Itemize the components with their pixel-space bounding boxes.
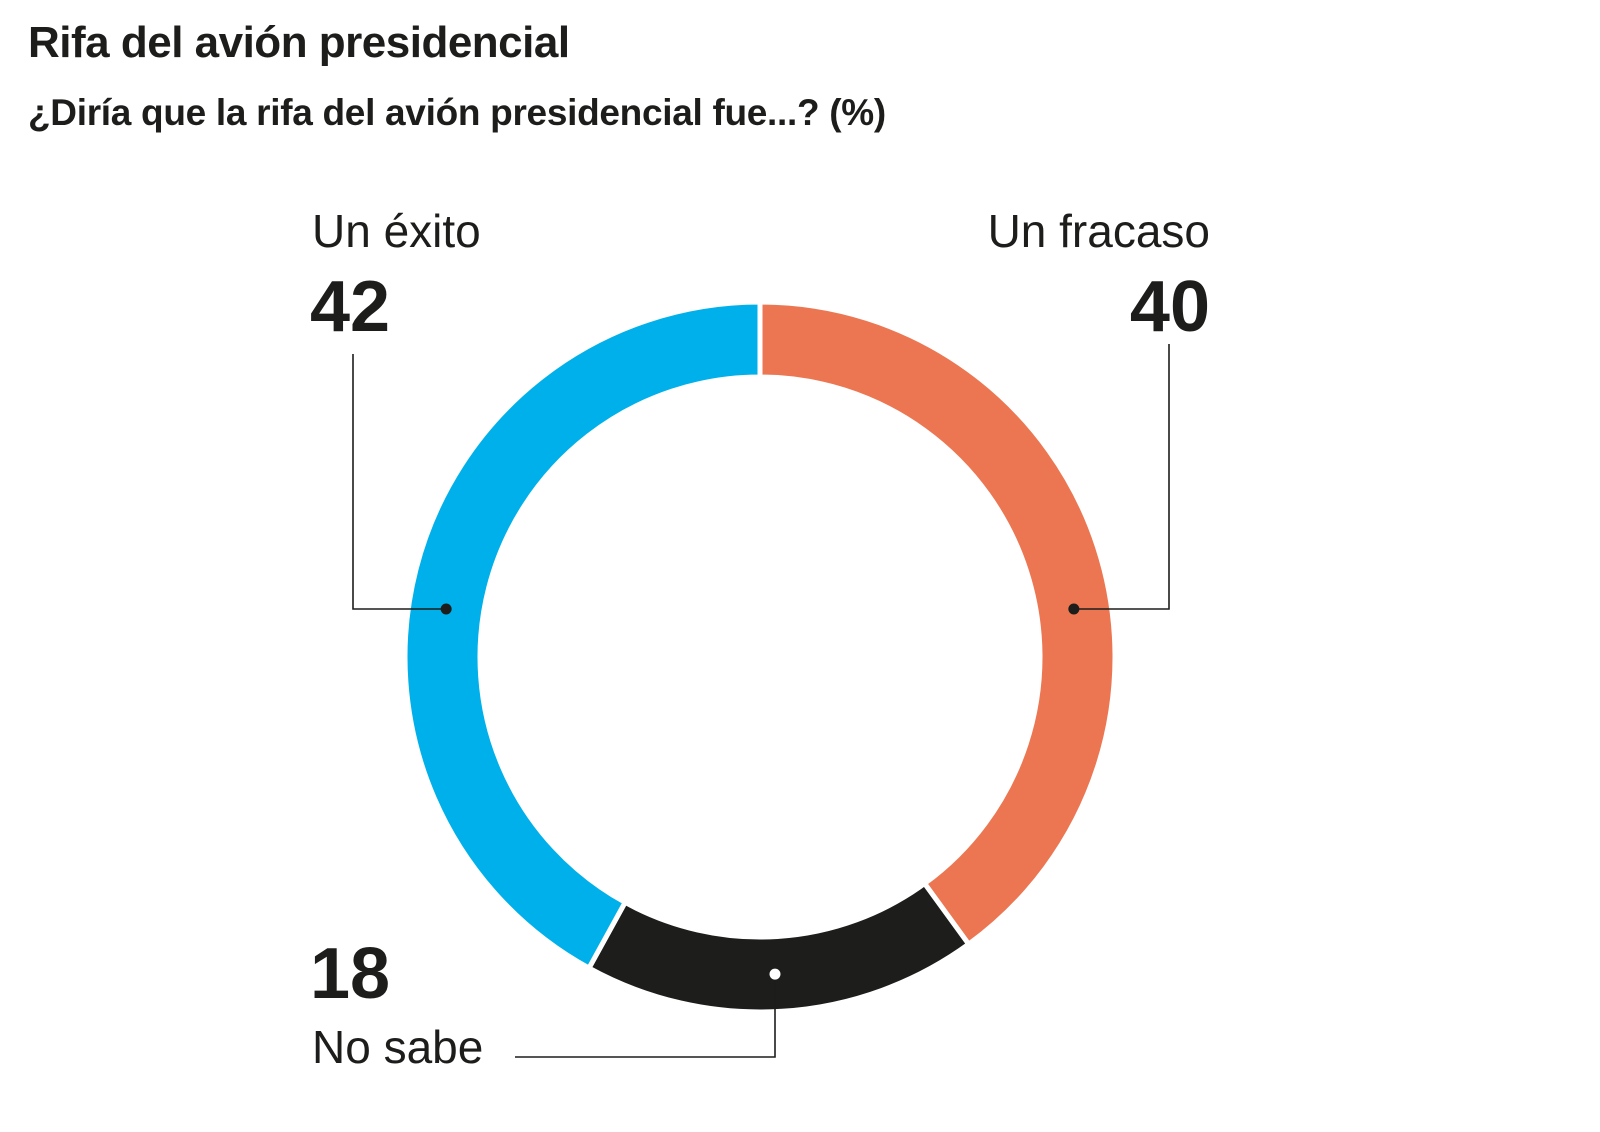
leader-line-fracaso bbox=[1073, 344, 1170, 610]
label-category-fracaso: Un fracaso bbox=[988, 205, 1210, 257]
label-value-fracaso: 40 bbox=[1130, 267, 1210, 347]
label-category-nosabe: No sabe bbox=[312, 1021, 483, 1073]
leader-dot-fracaso bbox=[1068, 603, 1080, 615]
label-value-nosabe: 18 bbox=[310, 934, 390, 1014]
leader-line-exito bbox=[352, 354, 447, 610]
donut-slice-exito bbox=[402, 299, 763, 972]
label-value-exito: 42 bbox=[310, 267, 390, 347]
slice-labels: Un éxito 42 Un fracaso 40 18 No sabe bbox=[310, 205, 1210, 1073]
chart-subtitle: ¿Diría que la rifa del avión presidencia… bbox=[28, 92, 886, 133]
donut-slice-fracaso bbox=[757, 299, 1118, 948]
leader-lines bbox=[352, 344, 1170, 1058]
label-category-exito: Un éxito bbox=[312, 205, 481, 257]
donut-slice-nosabe bbox=[585, 880, 973, 1015]
donut-slices bbox=[402, 299, 1118, 1015]
leader-dot-exito bbox=[440, 603, 452, 615]
leader-line-nosabe bbox=[515, 974, 776, 1058]
chart-title: Rifa del avión presidencial bbox=[28, 18, 570, 67]
leader-dot-nosabe bbox=[769, 968, 781, 980]
